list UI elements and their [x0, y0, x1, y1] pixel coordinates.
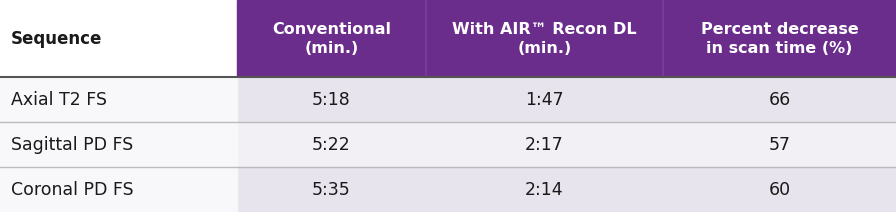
Bar	[0, 167, 237, 212]
Text: Percent decrease
in scan time (%): Percent decrease in scan time (%)	[701, 22, 858, 56]
Text: 5:35: 5:35	[312, 181, 351, 199]
Bar	[237, 0, 896, 77]
Text: 60: 60	[769, 181, 790, 199]
Text: 5:18: 5:18	[312, 91, 351, 109]
Text: 57: 57	[769, 136, 790, 154]
Text: Sequence: Sequence	[11, 30, 102, 48]
Text: Sagittal PD FS: Sagittal PD FS	[11, 136, 133, 154]
Bar	[0, 77, 237, 122]
Text: Axial T2 FS: Axial T2 FS	[11, 91, 107, 109]
Bar	[0, 0, 237, 77]
Text: With AIR™ Recon DL
(min.): With AIR™ Recon DL (min.)	[452, 22, 637, 56]
Bar	[0, 122, 896, 167]
Text: 66: 66	[769, 91, 790, 109]
Bar	[0, 77, 896, 122]
Text: 1:47: 1:47	[525, 91, 564, 109]
Text: Conventional
(min.): Conventional (min.)	[272, 22, 391, 56]
Text: 5:22: 5:22	[312, 136, 351, 154]
Text: 2:14: 2:14	[525, 181, 564, 199]
Bar	[0, 167, 896, 212]
Text: Coronal PD FS: Coronal PD FS	[11, 181, 134, 199]
Text: 2:17: 2:17	[525, 136, 564, 154]
Bar	[0, 122, 237, 167]
